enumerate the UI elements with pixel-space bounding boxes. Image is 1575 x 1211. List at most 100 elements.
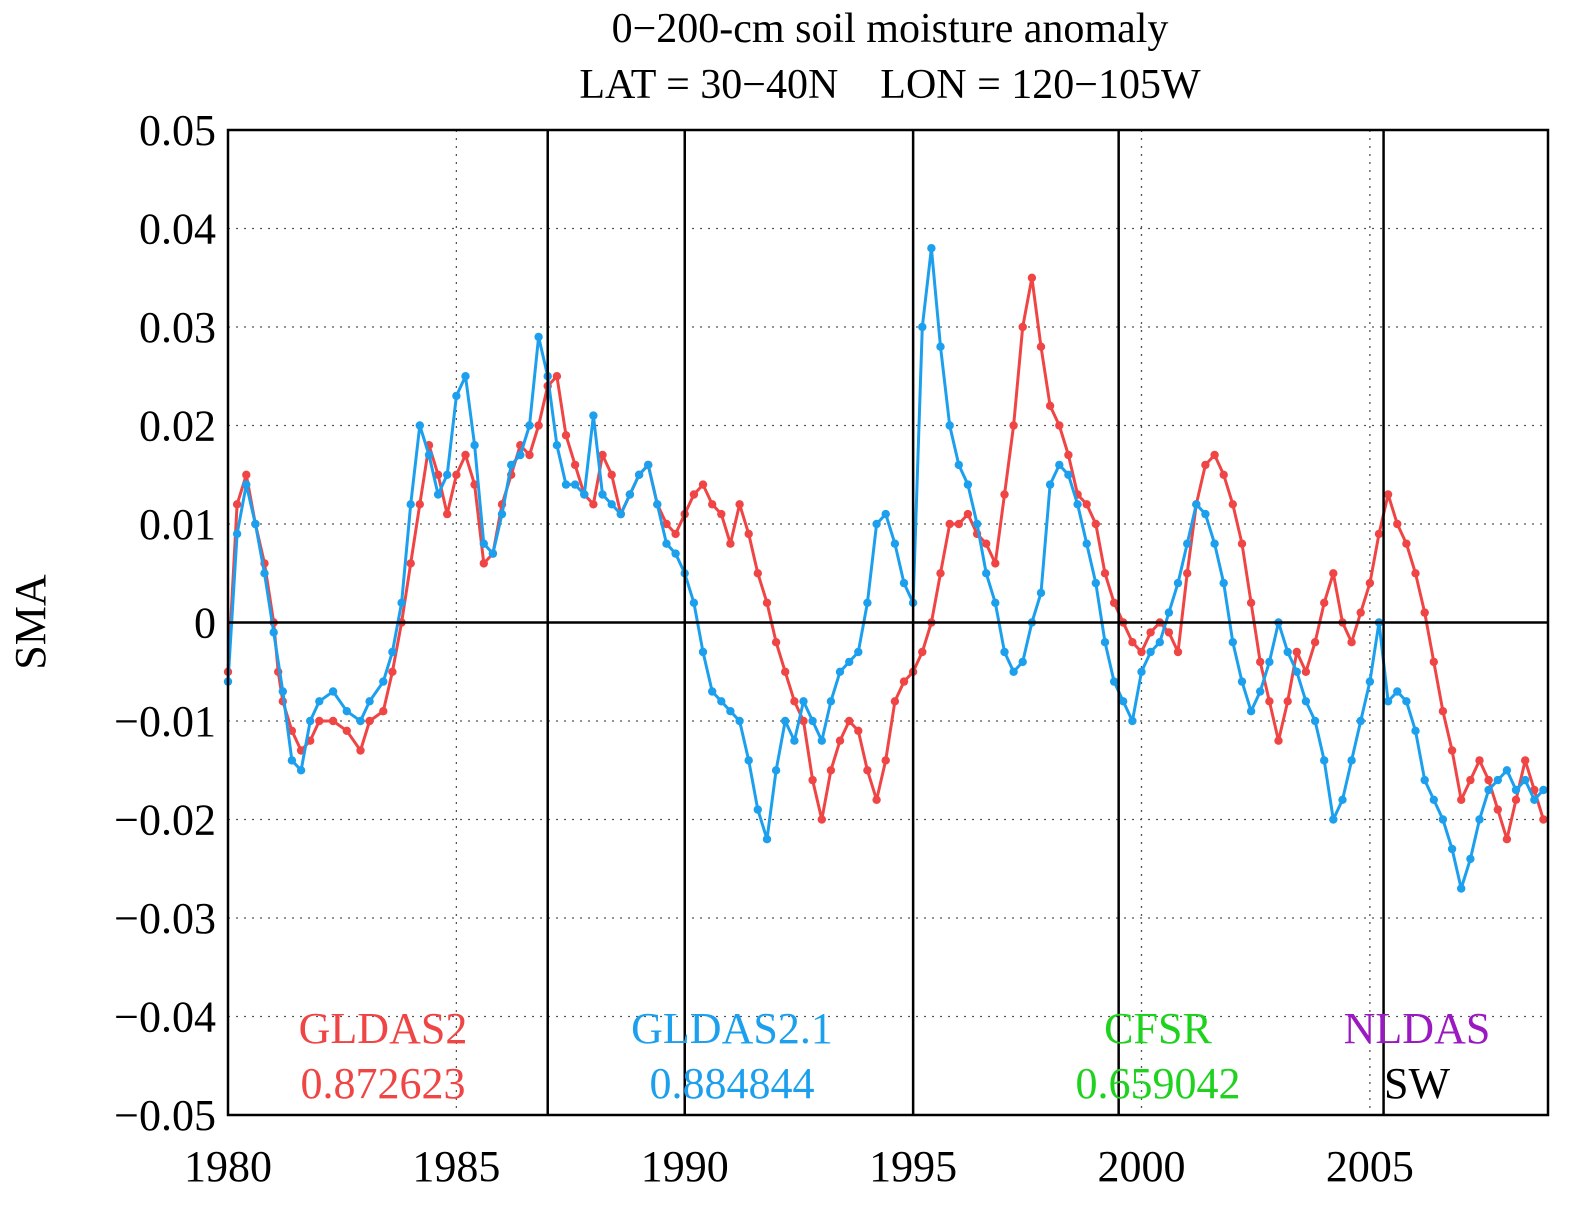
- data-point: [1183, 539, 1192, 548]
- data-point: [1466, 775, 1475, 785]
- x-tick-labels: 1980 1985 1990 1995 2000 2005: [184, 1142, 1414, 1191]
- data-point: [1201, 509, 1210, 519]
- data-point: [1073, 500, 1082, 509]
- data-point: [625, 490, 635, 499]
- data-point: [817, 815, 826, 824]
- data-point: [1356, 716, 1365, 726]
- data-point: [1274, 736, 1283, 745]
- data-point: [1356, 608, 1365, 617]
- data-point: [1347, 638, 1356, 647]
- data-point: [708, 500, 717, 509]
- data-point: [443, 509, 452, 519]
- series-line: [226, 276, 1545, 841]
- data-point: [1045, 401, 1055, 410]
- data-point: [753, 805, 762, 814]
- data-point: [1219, 470, 1228, 479]
- data-point: [1466, 854, 1475, 864]
- data-point: [1283, 697, 1292, 706]
- data-point: [287, 726, 297, 735]
- data-point: [872, 519, 881, 529]
- data-point: [1429, 657, 1439, 667]
- data-point: [1539, 815, 1548, 824]
- data-point: [1329, 815, 1338, 824]
- data-point: [1457, 884, 1466, 893]
- data-point: [982, 569, 991, 578]
- data-point: [863, 598, 872, 607]
- data-point: [945, 421, 954, 430]
- data-point: [1310, 638, 1320, 647]
- data-point: [232, 500, 242, 509]
- data-point: [570, 460, 580, 470]
- data-point: [1064, 470, 1073, 479]
- data-point: [1210, 450, 1219, 460]
- data-point: [1493, 775, 1503, 785]
- data-point: [1420, 775, 1429, 785]
- data-point: [1329, 569, 1338, 578]
- data-point: [561, 431, 571, 440]
- data-point: [808, 716, 817, 726]
- data-point: [708, 687, 717, 696]
- data-point: [415, 421, 424, 430]
- data-point: [781, 667, 790, 676]
- data-point: [1055, 421, 1064, 430]
- data-point: [890, 539, 900, 548]
- data-point: [881, 756, 890, 765]
- data-point: [1228, 500, 1238, 509]
- data-point: [1411, 726, 1420, 735]
- series-line: [226, 246, 1545, 890]
- data-point: [1292, 667, 1302, 676]
- data-point: [433, 470, 443, 479]
- data-point: [671, 549, 680, 558]
- data-point: [1000, 647, 1009, 657]
- data-point: [525, 450, 534, 460]
- data-point: [918, 647, 927, 657]
- data-point: [388, 667, 397, 676]
- data-point: [251, 519, 260, 529]
- legend-gldas2-value: 0.872623: [301, 1059, 466, 1108]
- data-point: [1146, 647, 1155, 657]
- data-point: [1219, 578, 1228, 588]
- y-tick-label: −0.01: [114, 697, 216, 746]
- data-point: [1265, 657, 1274, 667]
- data-point: [1511, 795, 1521, 804]
- data-point: [1374, 529, 1384, 539]
- data-point: [470, 441, 479, 450]
- data-point: [662, 539, 671, 548]
- data-point: [1164, 608, 1174, 617]
- data-point: [717, 697, 726, 706]
- data-point: [698, 480, 708, 489]
- data-point: [899, 578, 909, 588]
- data-point: [826, 766, 836, 775]
- data-point: [1228, 638, 1238, 647]
- data-point: [278, 687, 287, 696]
- legend-gldas21-name: GLDAS2.1: [631, 1004, 833, 1053]
- series-gldas2-1: [223, 244, 1548, 893]
- data-point: [717, 509, 726, 519]
- data-point: [1256, 657, 1265, 667]
- data-point: [1301, 667, 1311, 676]
- y-tick-label: 0.02: [139, 402, 216, 451]
- data-point: [1502, 835, 1512, 844]
- data-point: [918, 322, 927, 332]
- legend-cfsr-name: CFSR: [1104, 1004, 1212, 1053]
- data-point: [744, 529, 753, 539]
- data-point: [497, 509, 507, 519]
- data-point: [461, 372, 470, 381]
- data-point: [653, 500, 662, 509]
- data-point: [689, 490, 699, 499]
- y-tick-label: 0.03: [139, 303, 216, 352]
- data-point: [1009, 421, 1018, 430]
- data-point: [479, 539, 488, 548]
- data-point: [771, 766, 781, 775]
- chart-title: 0−200-cm soil moisture anomaly: [612, 6, 1169, 52]
- data-point: [1119, 697, 1128, 706]
- data-point: [589, 411, 598, 420]
- data-point: [1109, 677, 1119, 686]
- data-point: [863, 766, 872, 775]
- data-point: [1173, 578, 1183, 588]
- data-point: [1447, 746, 1457, 755]
- data-point: [1246, 598, 1256, 607]
- data-point: [1393, 687, 1402, 696]
- data-point: [845, 716, 854, 726]
